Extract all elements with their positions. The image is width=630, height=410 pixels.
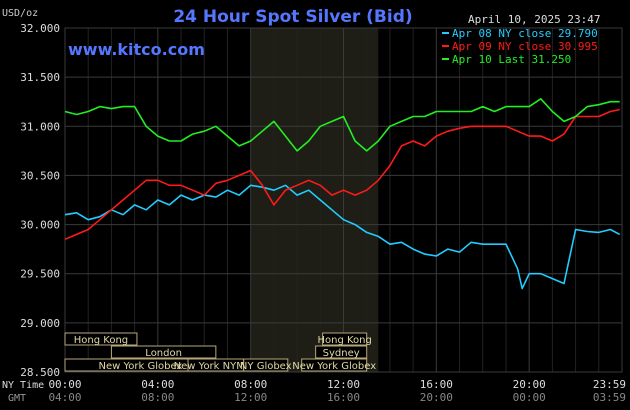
x-tick-label-ny: 20:00 xyxy=(513,378,546,391)
y-tick-label: 30.000 xyxy=(20,219,60,232)
x-tick-label-gmt: 04:00 xyxy=(48,391,81,404)
chart-title: 24 Hour Spot Silver (Bid) xyxy=(173,7,412,27)
x-tick-label-ny: 04:00 xyxy=(141,378,174,391)
x-tick-label-ny: 08:00 xyxy=(234,378,267,391)
market-label: London xyxy=(145,348,182,359)
legend-entry: Apr 08 NY close 29.790 xyxy=(452,27,598,40)
y-tick-label: 29.500 xyxy=(20,268,60,281)
x-tick-label-gmt: 08:00 xyxy=(141,391,174,404)
legend-entry: Apr 09 NY close 30.995 xyxy=(452,40,598,53)
x-tick-label-ny: 12:00 xyxy=(327,378,360,391)
y-tick-label: 28.500 xyxy=(20,366,60,379)
x-tick-label-gmt: 20:00 xyxy=(420,391,453,404)
x-tick-label-ny: 00:00 xyxy=(48,378,81,391)
unit-label: USD/oz xyxy=(2,8,38,19)
market-bar xyxy=(243,358,289,372)
market-label: New York NYMEX xyxy=(174,361,259,372)
market-bar xyxy=(64,332,138,346)
series-line xyxy=(64,108,620,241)
y-tick-label: 31.500 xyxy=(20,71,60,84)
market-bar xyxy=(301,358,368,372)
series-line xyxy=(64,184,621,290)
market-bar xyxy=(322,332,368,346)
y-axis-ticks: 32.000 31.500 31.000 30.500 30.000 29.500 29.0… xyxy=(20,22,60,379)
market-label: Hong Kong xyxy=(74,335,128,346)
market-label: Hong Kong xyxy=(317,335,371,346)
website-label: www.kitco.com xyxy=(68,40,205,59)
y-tick-label: 31.000 xyxy=(20,120,60,133)
market-label: Sydney xyxy=(323,348,360,359)
y-tick-label: 32.000 xyxy=(20,22,60,35)
x-tick-label-ny: 16:00 xyxy=(420,378,453,391)
ny-session-shade xyxy=(250,28,379,372)
x-tick-label-gmt: 16:00 xyxy=(327,391,360,404)
market-label: New York Globex xyxy=(98,361,182,372)
legend-entry: Apr 10 Last 31.250 xyxy=(452,53,571,66)
series-line xyxy=(64,98,620,152)
grid-lines xyxy=(64,27,623,373)
gmt-label: GMT xyxy=(8,393,26,404)
ny-time-label: NY Time xyxy=(2,380,44,391)
x-tick-label-gmt: 00:00 xyxy=(513,391,546,404)
x-tick-label-ny: 23:59 xyxy=(593,378,626,391)
y-tick-label: 30.500 xyxy=(20,169,60,182)
x-tick-label-gmt: 03:59 xyxy=(593,391,626,404)
y-tick-label: 29.000 xyxy=(20,317,60,330)
x-axis-ticks: 00:00 04:00 08:00 12:00 16:00 20:00 23:5904:00… xyxy=(48,378,626,404)
datetime-label: April 10, 2025 23:47 xyxy=(468,13,600,26)
market-label: NY Globex xyxy=(240,361,292,372)
market-bar xyxy=(110,345,217,359)
market-label: New York Globex xyxy=(292,361,376,372)
market-bar xyxy=(315,345,368,359)
price-lines xyxy=(64,98,621,290)
x-tick-label-gmt: 12:00 xyxy=(234,391,267,404)
